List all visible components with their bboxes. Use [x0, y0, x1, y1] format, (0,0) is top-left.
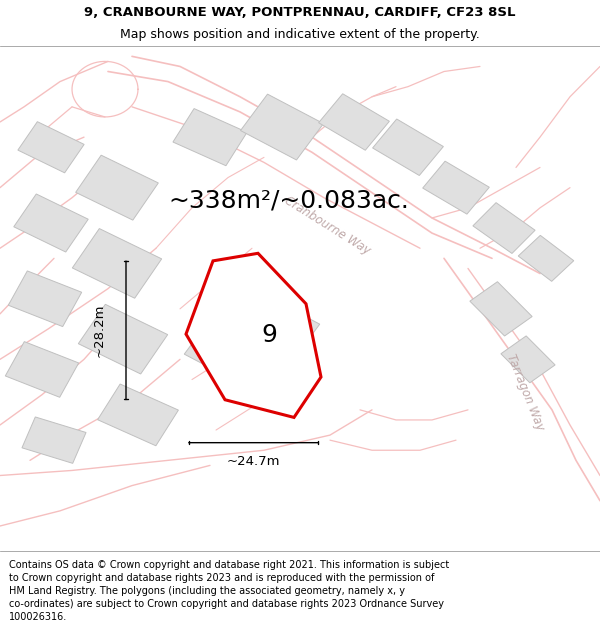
- Polygon shape: [241, 94, 323, 160]
- Polygon shape: [5, 342, 79, 398]
- Polygon shape: [470, 282, 532, 336]
- Polygon shape: [14, 194, 88, 252]
- Polygon shape: [184, 281, 320, 397]
- Polygon shape: [173, 109, 247, 166]
- Polygon shape: [22, 417, 86, 463]
- Polygon shape: [79, 304, 167, 374]
- Polygon shape: [319, 94, 389, 150]
- Text: Contains OS data © Crown copyright and database right 2021. This information is : Contains OS data © Crown copyright and d…: [9, 560, 449, 570]
- Text: to Crown copyright and database rights 2023 and is reproduced with the permissio: to Crown copyright and database rights 2…: [9, 573, 434, 583]
- Polygon shape: [422, 161, 490, 214]
- Text: ~28.2m: ~28.2m: [92, 304, 106, 357]
- Text: ~24.7m: ~24.7m: [227, 456, 280, 468]
- Polygon shape: [373, 119, 443, 176]
- Polygon shape: [518, 236, 574, 281]
- Polygon shape: [8, 271, 82, 327]
- Text: Map shows position and indicative extent of the property.: Map shows position and indicative extent…: [120, 28, 480, 41]
- Text: co-ordinates) are subject to Crown copyright and database rights 2023 Ordnance S: co-ordinates) are subject to Crown copyr…: [9, 599, 444, 609]
- Polygon shape: [18, 122, 84, 173]
- Text: 9, CRANBOURNE WAY, PONTPRENNAU, CARDIFF, CF23 8SL: 9, CRANBOURNE WAY, PONTPRENNAU, CARDIFF,…: [84, 6, 516, 19]
- Text: HM Land Registry. The polygons (including the associated geometry, namely x, y: HM Land Registry. The polygons (includin…: [9, 586, 405, 596]
- Text: Tarragon Way: Tarragon Way: [504, 352, 546, 432]
- Polygon shape: [98, 384, 178, 446]
- Polygon shape: [501, 336, 555, 382]
- Polygon shape: [186, 253, 321, 418]
- Text: ~338m²/~0.083ac.: ~338m²/~0.083ac.: [168, 188, 409, 213]
- Polygon shape: [76, 155, 158, 220]
- Polygon shape: [73, 229, 161, 298]
- Text: 9: 9: [262, 323, 278, 347]
- Polygon shape: [473, 202, 535, 254]
- Text: 100026316.: 100026316.: [9, 612, 67, 622]
- Text: Cranbourne Way: Cranbourne Way: [281, 194, 373, 258]
